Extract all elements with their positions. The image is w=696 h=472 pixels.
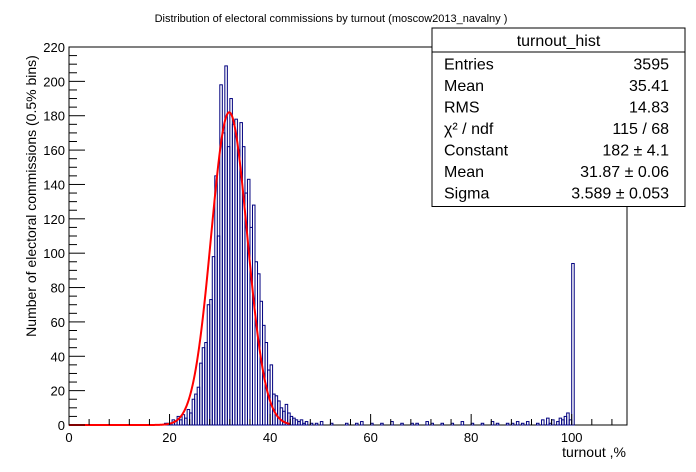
histogram-bin xyxy=(480,422,485,426)
histogram-bin xyxy=(344,422,349,426)
y-tick-label: 120 xyxy=(43,212,65,227)
stats-row-value: 14.83 xyxy=(629,100,669,117)
stats-row-label: Mean xyxy=(444,164,484,181)
histogram-bin xyxy=(360,421,364,426)
y-tick-label: 100 xyxy=(43,246,65,261)
y-tick-label: 140 xyxy=(43,177,65,192)
histogram-bin xyxy=(319,421,324,426)
histogram-bin xyxy=(541,419,545,426)
histogram-bin xyxy=(314,422,319,426)
stats-row-value: 3.589 ± 0.053 xyxy=(571,186,669,203)
histogram-bin xyxy=(571,262,575,426)
x-axis-title: turnout ,% xyxy=(562,444,626,460)
statistics-box: turnout_hist Entries 3595 Mean 35.41 RMS 14.83… xyxy=(431,27,686,207)
y-tick-label: 180 xyxy=(43,109,65,124)
stats-row-label: Constant xyxy=(444,143,509,160)
y-tick-label: 20 xyxy=(51,384,65,399)
x-tick-label: 20 xyxy=(162,430,176,445)
histogram-bin xyxy=(440,422,445,426)
stats-row-value: 31.87 ± 0.06 xyxy=(580,164,669,181)
histogram-bin xyxy=(525,421,530,426)
x-tick-label: 60 xyxy=(363,430,377,445)
x-tick-label: 80 xyxy=(464,430,478,445)
stats-row-value: 3595 xyxy=(633,57,669,74)
stats-row-label: RMS xyxy=(444,100,480,117)
histogram-bin xyxy=(495,422,500,426)
y-tick-label: 220 xyxy=(43,40,65,55)
stats-box-frame xyxy=(431,27,686,207)
histogram-bin xyxy=(460,421,465,426)
x-tick-label: 40 xyxy=(263,430,277,445)
histogram-bin xyxy=(536,422,540,426)
histogram-bin xyxy=(505,422,510,426)
x-tick-label: 100 xyxy=(561,430,583,445)
y-tick-label: 80 xyxy=(51,281,65,296)
stats-row-label: Entries xyxy=(444,57,494,74)
gaussian-fit xyxy=(69,111,290,426)
y-tick-label: 60 xyxy=(51,315,65,330)
stats-row-value: 115 / 68 xyxy=(612,121,669,138)
histogram-bin xyxy=(566,412,570,426)
stats-row-label: χ² / ndf xyxy=(444,121,494,138)
histogram-bin xyxy=(299,419,304,426)
stats-row-label: Mean xyxy=(444,78,484,95)
axis-ticks: 0 20 40 60 80 100 0 20 40 60 80 100 120 140 160 180 200 2… xyxy=(43,40,613,445)
stats-row-value: 182 ± 4.1 xyxy=(602,143,669,160)
y-axis-title: Number of electoral commissions (0.5% bi… xyxy=(23,55,39,337)
stats-row-value: 35.41 xyxy=(629,78,669,95)
fit-curve xyxy=(69,111,290,426)
histogram-bin xyxy=(400,422,404,426)
y-tick-label: 160 xyxy=(43,143,65,158)
histogram-bin xyxy=(520,422,525,426)
x-tick-label: 0 xyxy=(65,430,72,445)
histogram-bin xyxy=(355,422,359,426)
y-tick-label: 200 xyxy=(43,74,65,89)
histogram-bin xyxy=(304,421,309,426)
histogram-bin xyxy=(515,421,520,426)
chart-title: Distribution of electoral commissions by… xyxy=(155,13,508,25)
y-tick-label: 40 xyxy=(51,349,65,364)
y-tick-label: 0 xyxy=(58,418,65,433)
stats-title: turnout_hist xyxy=(517,33,601,50)
histogram-bin xyxy=(425,421,429,426)
stats-row-label: Sigma xyxy=(444,186,489,203)
histogram-bin xyxy=(546,417,550,426)
histogram-bin xyxy=(380,422,384,426)
histogram-bin xyxy=(415,422,419,426)
